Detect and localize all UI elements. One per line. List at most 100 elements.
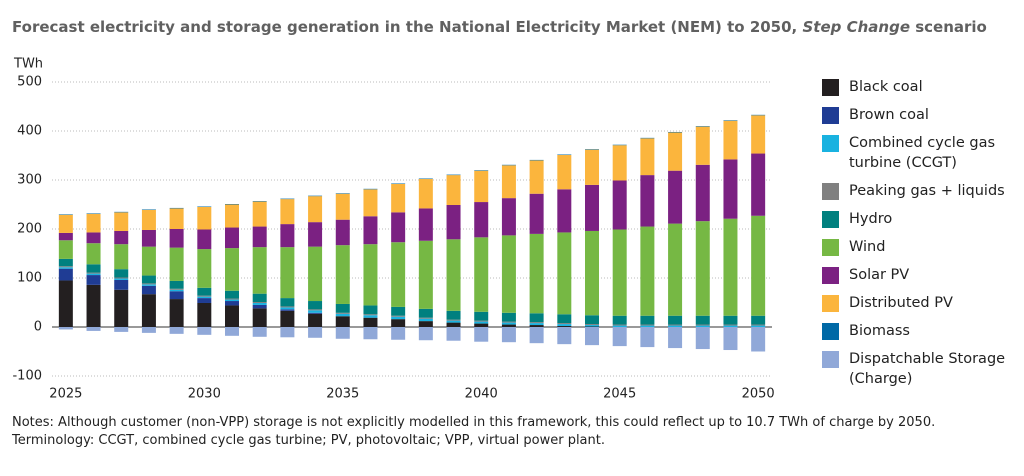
bar-segment bbox=[446, 239, 461, 311]
bar-segment bbox=[668, 315, 683, 325]
legend-item: Peaking gas + liquids bbox=[822, 181, 1022, 201]
bar-segment bbox=[58, 258, 73, 267]
bar-segment bbox=[169, 208, 184, 229]
legend-label: Peaking gas + liquids bbox=[849, 183, 1005, 199]
bar-segment bbox=[446, 204, 461, 240]
bar-segment bbox=[363, 314, 378, 316]
bar-segment bbox=[114, 278, 129, 280]
bar-segment bbox=[418, 308, 433, 318]
bar-segment bbox=[363, 216, 378, 245]
bar-segment bbox=[391, 212, 406, 243]
bar-segment bbox=[446, 322, 461, 327]
bar-segment bbox=[280, 307, 295, 310]
bar-segment bbox=[169, 327, 184, 334]
legend-label: Biomass bbox=[849, 323, 910, 339]
bar-segment bbox=[446, 175, 461, 205]
bar-segment bbox=[391, 242, 406, 307]
y-tick-label: 200 bbox=[17, 222, 42, 237]
chart: TWh -100 0 100 200 300 400 500 2025 2030 2035 2040… bbox=[12, 57, 775, 402]
bar-segment bbox=[86, 275, 101, 285]
legend-swatch bbox=[822, 295, 839, 312]
legend-label: Solar PV bbox=[849, 267, 910, 283]
bar-segment bbox=[197, 229, 212, 250]
legend-item: Biomass bbox=[822, 321, 1022, 341]
bar-segment bbox=[308, 312, 323, 314]
bar-segment bbox=[723, 327, 738, 351]
x-tick-label: 2025 bbox=[49, 387, 82, 402]
bar-segment bbox=[335, 327, 350, 339]
x-tick-label: 2035 bbox=[326, 387, 359, 402]
bar-segment bbox=[308, 222, 323, 247]
bar-segment bbox=[557, 326, 572, 327]
legend-swatch bbox=[822, 239, 839, 256]
bar-segment bbox=[335, 193, 350, 220]
bar-segment bbox=[668, 325, 683, 327]
bar-segment bbox=[640, 325, 655, 327]
bar-segment bbox=[363, 244, 378, 306]
bar-segment bbox=[695, 164, 710, 222]
bar-segment bbox=[197, 206, 212, 230]
bar-segment bbox=[612, 327, 627, 347]
bar-segment bbox=[668, 327, 683, 349]
bar-segment bbox=[640, 226, 655, 316]
bar-segment bbox=[640, 175, 655, 227]
bar-segment bbox=[501, 327, 516, 343]
bar-segment bbox=[58, 266, 73, 268]
bar-segment bbox=[446, 319, 461, 321]
bar-segment bbox=[169, 247, 184, 281]
bar-segment bbox=[308, 327, 323, 338]
bar-segment bbox=[197, 287, 212, 296]
bar-segment bbox=[557, 327, 572, 345]
bar-segment bbox=[280, 199, 295, 225]
bar-segment bbox=[612, 315, 627, 325]
bar-segment bbox=[114, 289, 129, 327]
bar-segment bbox=[529, 323, 544, 326]
bar-segment bbox=[58, 327, 73, 330]
legend-swatch bbox=[822, 107, 839, 124]
legend-item: Distributed PV bbox=[822, 293, 1022, 313]
bar-segment bbox=[141, 275, 156, 284]
bar-segment bbox=[557, 324, 572, 327]
bar-segment bbox=[86, 243, 101, 265]
bar-segment bbox=[252, 201, 267, 227]
x-tick-label: 2050 bbox=[742, 387, 775, 402]
bar-segment bbox=[169, 280, 184, 289]
bar-segment bbox=[751, 327, 766, 352]
bar-segment bbox=[114, 279, 129, 290]
bar-segment bbox=[474, 237, 489, 312]
bar-segment bbox=[114, 327, 129, 332]
title-part: scenario bbox=[910, 18, 987, 36]
bar-segment bbox=[252, 226, 267, 248]
bar-segment bbox=[225, 204, 239, 228]
note: Terminology: CCGT, combined cycle gas tu… bbox=[12, 433, 605, 448]
bar-segment bbox=[335, 219, 350, 246]
bar-segment bbox=[418, 179, 433, 209]
bar-segment bbox=[557, 314, 572, 324]
bar-segment bbox=[335, 303, 350, 313]
bar-segment bbox=[501, 321, 516, 323]
bar-segment bbox=[668, 324, 683, 326]
bar-segment bbox=[391, 319, 406, 327]
bar-segment bbox=[252, 302, 267, 305]
y-tick-label: 300 bbox=[17, 173, 42, 188]
bar-segment bbox=[585, 230, 599, 316]
bar-segment bbox=[751, 324, 766, 326]
bar-segment bbox=[141, 285, 156, 295]
bar-segment bbox=[197, 327, 212, 335]
bar-segment bbox=[141, 246, 156, 276]
bar-segment bbox=[501, 198, 516, 236]
bar-segment bbox=[446, 310, 461, 320]
y-tick-label: 100 bbox=[17, 271, 42, 286]
bar-segment bbox=[169, 288, 184, 290]
y-axis-label: TWh bbox=[13, 57, 43, 72]
legend-item: Wind bbox=[822, 237, 1022, 257]
bar-segment bbox=[529, 313, 544, 323]
bar-segment bbox=[391, 316, 406, 320]
bar-segment bbox=[474, 311, 489, 321]
bar-segment bbox=[391, 315, 406, 317]
bar-segment bbox=[695, 221, 710, 316]
bar-segment bbox=[280, 306, 295, 308]
bar-segment bbox=[252, 304, 267, 309]
bar-segment bbox=[335, 313, 350, 317]
bar-segment bbox=[723, 159, 738, 219]
